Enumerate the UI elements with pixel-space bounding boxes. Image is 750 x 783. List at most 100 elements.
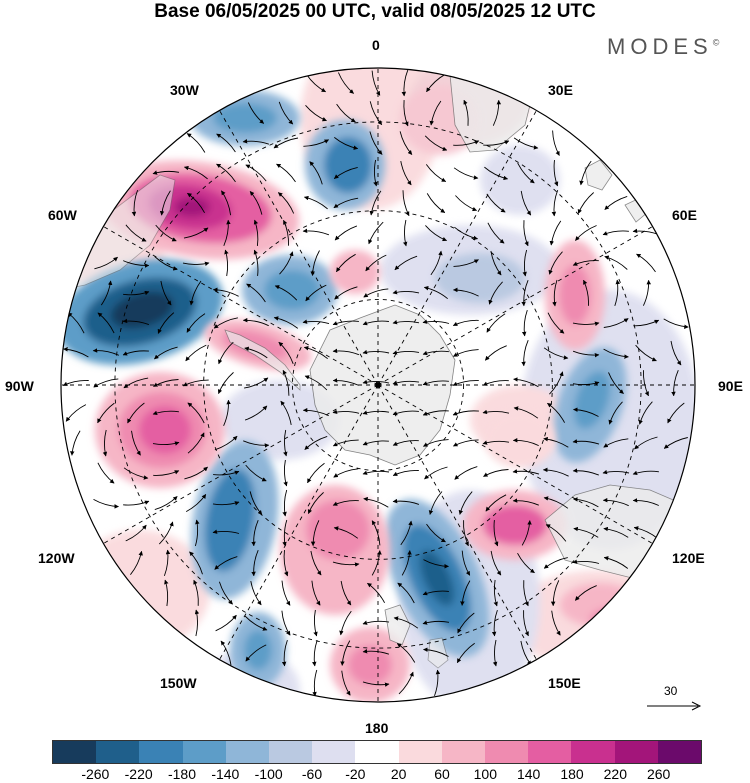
wind-vector-arrow [186, 313, 206, 333]
map-boundary [60, 67, 696, 703]
antarctic-peninsula [224, 329, 301, 391]
wind-vector-arrow [400, 161, 412, 186]
wind-vector-arrow [402, 190, 410, 217]
wind-vector-arrow [634, 436, 658, 450]
wind-vector-arrow [302, 319, 330, 325]
colorbar-tick-label: -20 [345, 766, 366, 782]
wind-vector-arrow [218, 341, 234, 365]
wind-vector-arrow [247, 102, 265, 124]
colorbar-segment [225, 741, 270, 763]
colorbar-tick-labels: -260 -220 -180 -140 -100 -60 -20 20 60 100 140 180 2… [0, 766, 750, 783]
wind-vector-arrow [100, 280, 113, 306]
wind-vector-arrow [218, 581, 233, 605]
wind-vector-arrow [102, 429, 108, 457]
wind-vector-arrow [243, 440, 270, 448]
wind-vector-arrow [313, 609, 318, 637]
wind-vector-arrow [394, 255, 418, 271]
wind-vector-arrow [281, 639, 288, 667]
wind-vector-arrow [253, 249, 259, 276]
wind-vector-arrow [492, 639, 498, 667]
wind-vector-arrow [670, 340, 682, 366]
wind-vector-arrow [368, 221, 384, 245]
wind-vector-arrow [614, 279, 621, 307]
wind-vector-arrow [334, 137, 359, 150]
wind-vector-arrow [579, 160, 592, 186]
wind-vector-arrow [547, 312, 565, 334]
wind-vector-arrow [423, 285, 448, 300]
wind-vector-arrow [543, 557, 568, 569]
wind-vector-arrow [123, 290, 150, 296]
wind-vector-arrow [452, 287, 479, 297]
label-lon-120w: 120W [38, 550, 75, 566]
wind-vector-arrow [244, 405, 268, 421]
wind-vector-arrow [463, 520, 469, 547]
wind-vector-arrow [310, 550, 322, 576]
wind-vector-arrow [189, 280, 202, 306]
wind-vector-arrow [245, 164, 267, 182]
wind-vector-arrow [454, 466, 478, 480]
label-lon-150w: 150W [160, 675, 197, 691]
wind-vector-arrow [521, 309, 528, 337]
wind-vector-arrow [422, 319, 450, 324]
wind-vector-arrow [305, 105, 327, 122]
wind-vector-arrow [483, 469, 509, 477]
wind-vector-arrow [663, 437, 688, 449]
colorbar-tick-label: -60 [301, 766, 323, 782]
wind-vector-arrow [311, 580, 321, 606]
colorbar-segment [355, 741, 399, 763]
wind-vector-arrow [249, 491, 263, 515]
label-lon-120e: 120E [672, 550, 705, 566]
wind-vector-arrow [642, 370, 649, 397]
wind-vector-arrow [216, 163, 236, 183]
wind-vector-arrow [281, 580, 291, 606]
wind-vector-arrow [212, 529, 240, 534]
colorbar-tick-label: -220 [124, 766, 153, 782]
wind-vector-arrow [604, 255, 628, 270]
wind-vector-arrow [362, 379, 390, 385]
wind-vector-arrow [362, 440, 389, 446]
wind-vector-arrow [281, 610, 291, 636]
wind-vector-arrow [362, 620, 390, 625]
wind-vector-arrow [307, 492, 324, 515]
wind-vector-arrow [220, 640, 232, 666]
wind-vector-arrow [453, 349, 479, 357]
wind-vector-arrow [572, 559, 600, 564]
wind-vector-arrow [552, 130, 560, 156]
wind-vector-arrow [362, 410, 390, 415]
wind-vector-arrow [512, 469, 540, 475]
colorbar-tick-label: 220 [603, 766, 628, 782]
wind-vector-arrow [93, 378, 119, 388]
wind-vector-arrow [283, 429, 288, 457]
wind-vector-arrow [521, 280, 529, 307]
wind-vector-arrow [332, 378, 359, 386]
island-south [427, 637, 449, 669]
wind-vector-arrow [490, 550, 502, 576]
wind-vector-arrow [217, 372, 234, 395]
wind-vector-arrow [250, 581, 262, 606]
wind-vector-arrow [279, 251, 294, 275]
wind-vector-arrow [332, 348, 360, 356]
wind-vector-arrow [280, 400, 292, 425]
colorbar-segment [571, 741, 615, 763]
wind-vector-arrow [223, 219, 231, 246]
wind-vector-arrow [517, 162, 535, 184]
wind-vector-arrow [333, 468, 359, 478]
colorbar-tick-label: 60 [434, 766, 450, 782]
wind-vector-arrow [253, 219, 259, 246]
wind-vector-arrow [245, 464, 267, 482]
wind-vector-arrow [602, 469, 630, 475]
wind-vector-arrow [242, 138, 270, 145]
wind-vector-arrow [458, 491, 473, 515]
wind-vector-arrow [362, 470, 390, 475]
wind-vector-arrow [363, 496, 389, 508]
wind-vector-arrow [332, 500, 359, 506]
wind-vector-arrow [283, 550, 289, 577]
wind-vector-arrow [97, 462, 115, 484]
wind-vector-arrow [194, 609, 200, 637]
wind-vector-arrow [523, 580, 529, 607]
wind-vector-arrow [549, 220, 562, 246]
wind-vector-arrow [392, 320, 420, 325]
wind-vector-arrow [65, 404, 87, 422]
meridian-line [219, 384, 379, 660]
wind-vector-arrow [303, 195, 328, 210]
